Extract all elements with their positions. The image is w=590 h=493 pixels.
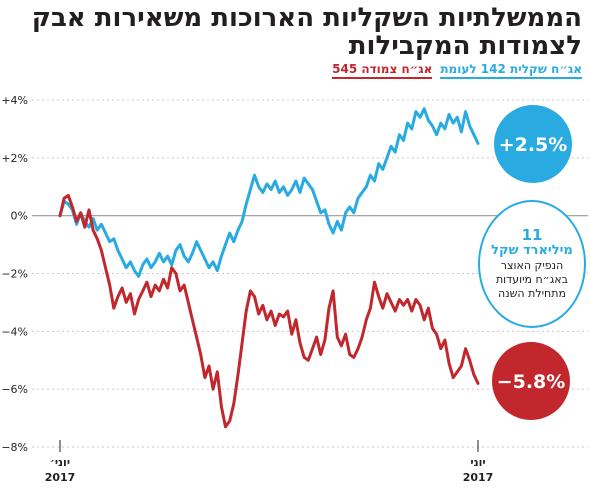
y-tick-label: −8% — [1, 441, 28, 454]
red-end-bubble-label: −5.8% — [497, 371, 566, 393]
x-tick-year: 2017 — [45, 471, 76, 484]
blue-end-bubble — [494, 105, 572, 183]
blue-series-line — [58, 107, 480, 278]
y-tick-label: −2% — [1, 268, 28, 281]
x-tick-month: יוני׳ — [50, 456, 70, 469]
y-tick-label: +2% — [1, 152, 28, 165]
note-body: הנפיק האוצר באג״ח מיועדות מתחילת השנה — [495, 259, 569, 300]
issuance-note-bubble: 11 מיליארד שקל הנפיק האוצר באג״ח מיועדות… — [478, 200, 586, 328]
y-tick-label: 0% — [11, 210, 28, 223]
note-number: 11 — [521, 226, 543, 244]
y-axis-ticks: −8% −6% −4% −2% 0% +2% +4% — [1, 94, 28, 454]
x-axis-ticks: יוני׳ 2017 יוני 2017 — [45, 440, 494, 484]
x-tick-year: 2017 — [463, 471, 494, 484]
y-tick-label: +4% — [1, 94, 28, 107]
chart-title: הממשלתיות השקליות הארוכות משאירות אבק לצ… — [31, 3, 582, 61]
series-lines — [58, 107, 480, 429]
y-tick-label: −4% — [1, 325, 28, 338]
y-tick-label: −6% — [1, 383, 28, 396]
end-value-bubbles: +2.5% −5.8% — [492, 105, 572, 420]
blue-end-bubble-label: +2.5% — [499, 134, 568, 156]
red-series-line — [58, 193, 480, 429]
legend-red-series: אג״ח צמודה 545 — [332, 62, 433, 79]
note-headline: מיליארד שקל — [491, 243, 573, 258]
red-end-bubble — [492, 342, 570, 420]
legend-blue-series: אג״ח שקלית 142 לעומת — [440, 62, 582, 79]
x-tick-month: יוני — [470, 456, 485, 469]
chart-legend: אג״ח שקלית 142 לעומת אג״ח צמודה 545 — [332, 62, 582, 79]
